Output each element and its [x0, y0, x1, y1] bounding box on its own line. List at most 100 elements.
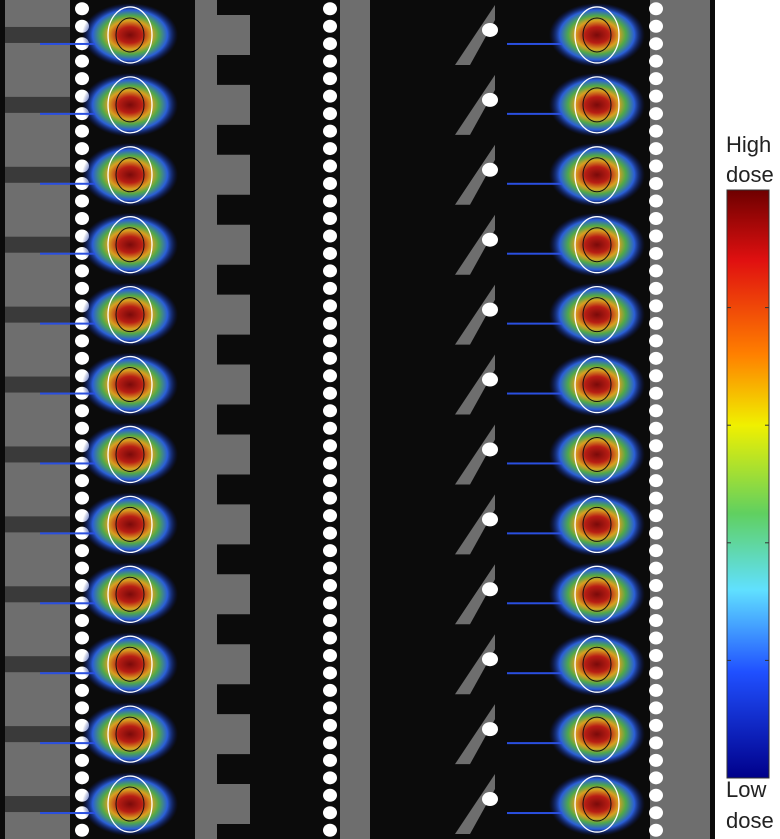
- target-contour: [574, 76, 620, 134]
- bone: [482, 442, 498, 457]
- bone: [323, 124, 337, 138]
- bone: [649, 421, 663, 435]
- dose-region: [82, 282, 178, 347]
- bone: [323, 334, 337, 348]
- bone: [482, 652, 498, 667]
- bone: [323, 648, 337, 662]
- bone: [323, 229, 337, 243]
- bone: [649, 718, 663, 732]
- bone: [649, 89, 663, 103]
- dose-streak: [40, 322, 95, 325]
- bone: [649, 666, 663, 680]
- dose-region: [549, 702, 645, 767]
- bone: [649, 561, 663, 575]
- scan-image: [5, 0, 710, 839]
- bone: [649, 281, 663, 295]
- bone: [323, 736, 337, 750]
- dose-streak: [40, 742, 95, 745]
- bone: [482, 92, 498, 107]
- organ-contour: [115, 716, 145, 752]
- dose-streak: [507, 602, 562, 605]
- bone: [75, 281, 89, 295]
- dose-streak: [507, 672, 562, 675]
- dose-streak: [40, 392, 95, 395]
- bone: [482, 162, 498, 177]
- bone: [323, 631, 337, 645]
- tissue-step: [215, 364, 250, 405]
- tissue-step: [5, 26, 70, 43]
- dose-region: [82, 772, 178, 837]
- organ-contour: [115, 367, 145, 403]
- bone: [323, 159, 337, 173]
- bone: [75, 491, 89, 505]
- tissue-step: [5, 376, 70, 393]
- bone: [323, 544, 337, 558]
- target-contour: [574, 425, 620, 484]
- tissue-step: [5, 96, 70, 113]
- colorbar-low-label: Low: [726, 777, 766, 802]
- dose-region: [82, 492, 178, 557]
- bone: [323, 701, 337, 715]
- bone: [649, 37, 663, 51]
- colorbar-high-label: dose: [726, 162, 774, 187]
- bone: [649, 54, 663, 68]
- organ-contour: [582, 646, 612, 682]
- dose-streak: [40, 462, 95, 465]
- dose-region: [549, 282, 645, 347]
- organ-contour: [582, 786, 612, 822]
- bone: [323, 89, 337, 103]
- bone: [649, 334, 663, 348]
- bone: [323, 509, 337, 523]
- tissue-step: [5, 586, 70, 603]
- bone: [649, 736, 663, 750]
- bone: [75, 701, 89, 715]
- bone: [649, 753, 663, 767]
- bone: [323, 72, 337, 86]
- dose-streak: [40, 112, 95, 115]
- bone: [649, 177, 663, 191]
- bone: [75, 142, 89, 156]
- tissue-step: [5, 166, 70, 183]
- tissue-step: [215, 784, 250, 825]
- bone: [323, 788, 337, 802]
- organ-contour: [582, 227, 612, 263]
- bone: [75, 631, 89, 645]
- bone: [482, 232, 498, 247]
- tissue-step: [5, 446, 70, 463]
- dose-region: [549, 422, 645, 487]
- bone: [75, 194, 89, 208]
- dose-region: [549, 492, 645, 557]
- bone: [649, 211, 663, 225]
- dose-region: [82, 352, 178, 417]
- bone: [649, 491, 663, 505]
- bone: [323, 299, 337, 313]
- target-contour: [107, 565, 153, 623]
- target-contour: [574, 705, 620, 763]
- bone: [75, 683, 89, 697]
- bone: [649, 544, 663, 558]
- tissue-step: [455, 424, 495, 485]
- bone: [323, 404, 337, 418]
- target-contour: [107, 425, 153, 484]
- bone: [482, 722, 498, 737]
- bone: [323, 491, 337, 505]
- bone: [75, 211, 89, 225]
- target-contour: [574, 635, 620, 693]
- dose-streak: [507, 532, 562, 535]
- target-contour: [574, 6, 620, 64]
- dose-region: [82, 702, 178, 767]
- bone: [323, 211, 337, 225]
- target-contour: [574, 146, 620, 204]
- colorbar: [726, 189, 770, 779]
- bone: [323, 421, 337, 435]
- bone: [323, 753, 337, 767]
- bone: [323, 666, 337, 680]
- tissue-step: [215, 434, 250, 475]
- bone: [323, 316, 337, 330]
- bone: [323, 107, 337, 121]
- tissue-step: [215, 294, 250, 335]
- bone: [75, 753, 89, 767]
- organ-contour: [115, 227, 145, 263]
- bone: [75, 334, 89, 348]
- bone: [649, 264, 663, 278]
